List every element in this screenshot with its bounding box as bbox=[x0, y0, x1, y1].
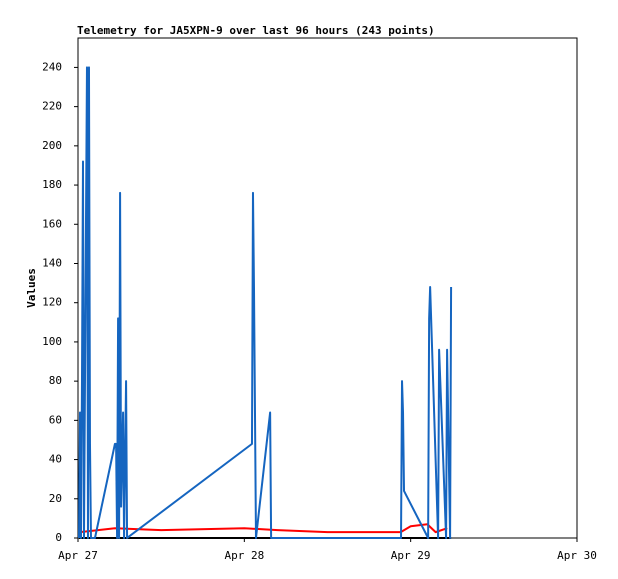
y-tick-label: 240 bbox=[42, 60, 62, 73]
series-line bbox=[78, 66, 453, 539]
x-tick-label: Apr 30 bbox=[557, 549, 597, 562]
chart-title: Telemetry for JA5XPN-9 over last 96 hour… bbox=[77, 24, 435, 37]
y-tick-label: 80 bbox=[49, 374, 62, 387]
y-tick-label: 220 bbox=[42, 100, 62, 113]
y-tick-label: 40 bbox=[49, 453, 62, 466]
x-tick-label: Apr 29 bbox=[391, 549, 431, 562]
y-tick-label: 60 bbox=[49, 413, 62, 426]
y-tick-label: 0 bbox=[55, 531, 62, 544]
y-tick-label: 20 bbox=[49, 492, 62, 505]
series-line bbox=[79, 523, 448, 534]
y-tick-label: 120 bbox=[42, 296, 62, 309]
x-tick-label: Apr 27 bbox=[58, 549, 98, 562]
y-tick-label: 180 bbox=[42, 178, 62, 191]
y-tick-label: 200 bbox=[42, 139, 62, 152]
x-tick-label: Apr 28 bbox=[224, 549, 264, 562]
y-tick-label: 140 bbox=[42, 256, 62, 269]
y-tick-label: 160 bbox=[42, 217, 62, 230]
plot-frame bbox=[77, 37, 578, 539]
y-tick-label: 100 bbox=[42, 335, 62, 348]
y-axis-label: Values bbox=[25, 268, 38, 308]
